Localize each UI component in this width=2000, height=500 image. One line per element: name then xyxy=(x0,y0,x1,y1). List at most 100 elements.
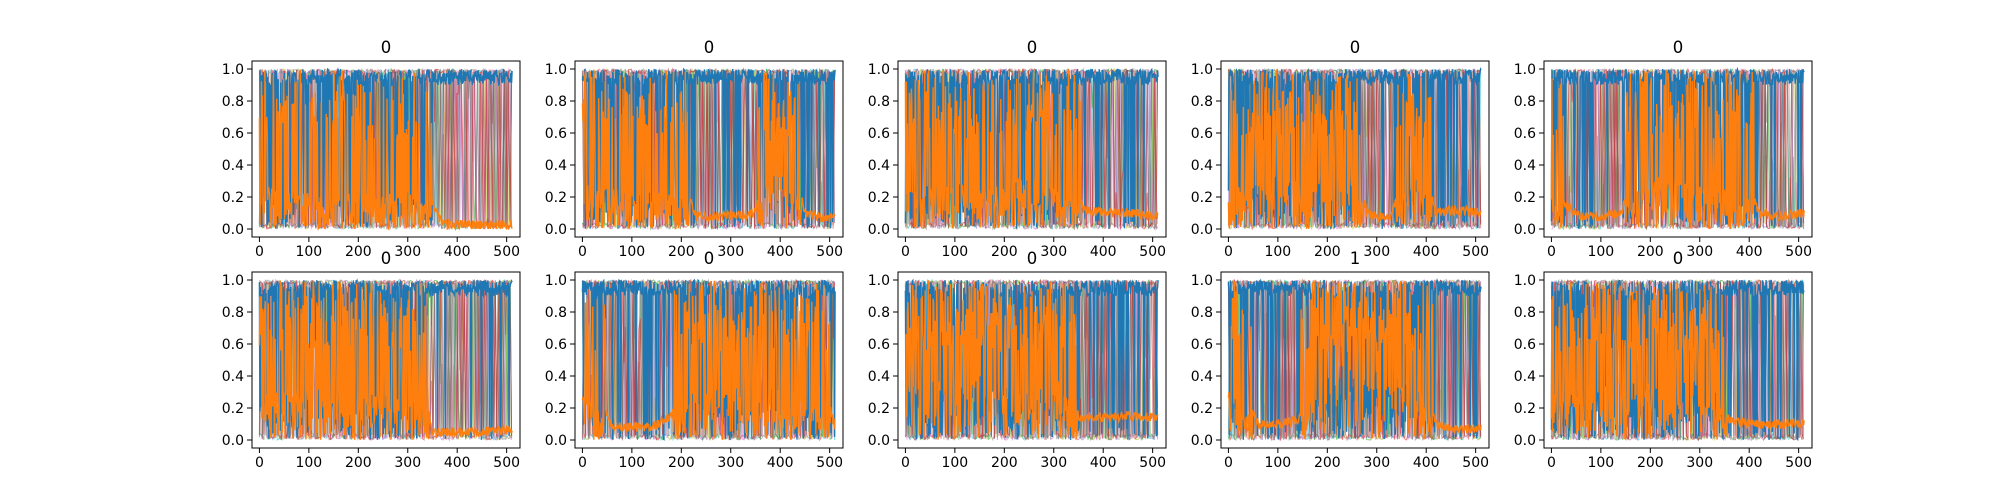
y-tick-label: 1.0 xyxy=(222,62,244,78)
secondary-series-line xyxy=(258,69,513,232)
x-tick-label: 0 xyxy=(255,244,264,260)
accent-series-line xyxy=(1550,67,1805,231)
y-tick-label: 0.8 xyxy=(1514,305,1536,321)
y-tick-label: 0.4 xyxy=(868,369,890,385)
secondary-series-line xyxy=(581,69,836,230)
x-tick-label: 400 xyxy=(1090,455,1117,471)
x-tick-label: 0 xyxy=(578,455,587,471)
y-tick-label: 0.4 xyxy=(545,369,567,385)
y-tick-label: 0.2 xyxy=(868,190,890,206)
axes-frame xyxy=(574,60,844,238)
y-tick-label: 0.4 xyxy=(868,158,890,174)
primary-series-line xyxy=(259,67,513,229)
y-tick-label: 0.8 xyxy=(868,305,890,321)
subplot-panel: 0 100 200 300 400 500 0.0 0.2 0.4 0.6 0.8 1.0 0 xyxy=(1514,249,1813,471)
y-tick-label: 1.0 xyxy=(868,273,890,289)
y-tick-label: 0.4 xyxy=(1514,369,1536,385)
accent-series-line xyxy=(904,279,1158,442)
x-tick-label: 300 xyxy=(717,455,744,471)
x-tick-label: 300 xyxy=(717,244,744,260)
y-tick-label: 0.4 xyxy=(222,369,244,385)
x-tick-label: 300 xyxy=(394,455,421,471)
y-tick-label: 0.2 xyxy=(222,190,244,206)
x-tick-label: 100 xyxy=(618,244,645,260)
y-tick-label: 0.8 xyxy=(545,305,567,321)
x-tick-label: 300 xyxy=(1686,244,1713,260)
primary-series-line xyxy=(1227,67,1482,229)
y-tick-label: 0.2 xyxy=(868,401,890,417)
x-tick-label: 400 xyxy=(1090,244,1117,260)
x-tick-label: 400 xyxy=(1736,244,1763,260)
subplot-panel: 0 100 200 300 400 500 0.0 0.2 0.4 0.6 0.8 1.0 0 xyxy=(1514,38,1813,260)
axes-frame xyxy=(897,60,1167,238)
x-tick-label: 0 xyxy=(1224,244,1233,260)
x-tick-label: 0 xyxy=(578,244,587,260)
y-tick-label: 0.0 xyxy=(545,433,567,449)
x-tick-label: 500 xyxy=(493,455,520,471)
x-tick-label: 100 xyxy=(1587,455,1614,471)
subplot-title: 0 xyxy=(704,249,715,268)
x-tick-label: 0 xyxy=(901,244,910,260)
x-tick-label: 200 xyxy=(1637,455,1664,471)
y-tick-label: 0.2 xyxy=(222,401,244,417)
secondary-series-line xyxy=(904,69,1159,229)
x-tick-label: 100 xyxy=(295,244,322,260)
x-tick-label: 300 xyxy=(1363,244,1390,260)
y-tick-label: 0.0 xyxy=(222,433,244,449)
x-tick-label: 400 xyxy=(1736,455,1763,471)
x-tick-label: 200 xyxy=(668,455,695,471)
subplot-title: 0 xyxy=(704,38,715,57)
y-tick-label: 0.2 xyxy=(545,401,567,417)
y-tick-label: 1.0 xyxy=(545,273,567,289)
subplot-panel: 0 100 200 300 400 500 0.0 0.2 0.4 0.6 0.8 1.0 0 xyxy=(222,249,521,471)
y-tick-label: 1.0 xyxy=(545,62,567,78)
x-tick-label: 500 xyxy=(1462,455,1489,471)
x-tick-label: 100 xyxy=(1587,244,1614,260)
x-tick-label: 500 xyxy=(1139,455,1166,471)
axes-frame xyxy=(1220,60,1490,238)
plot-area xyxy=(1227,277,1482,442)
y-tick-label: 0.2 xyxy=(1514,190,1536,206)
secondary-series-line xyxy=(1227,280,1482,440)
x-tick-label: 400 xyxy=(444,244,471,260)
plot-area xyxy=(1227,67,1482,231)
y-tick-label: 0.6 xyxy=(545,126,567,142)
y-tick-label: 0.2 xyxy=(545,190,567,206)
plot-area xyxy=(581,278,836,442)
x-tick-label: 0 xyxy=(1547,455,1556,471)
x-tick-label: 100 xyxy=(1264,244,1291,260)
plot-area xyxy=(581,67,836,231)
subplot-title: 0 xyxy=(381,38,392,57)
axes-frame xyxy=(251,60,521,238)
y-tick-label: 0.4 xyxy=(1191,158,1213,174)
x-tick-label: 0 xyxy=(901,455,910,471)
y-tick-label: 0.8 xyxy=(1191,94,1213,110)
x-tick-label: 0 xyxy=(1547,244,1556,260)
y-tick-label: 1.0 xyxy=(868,62,890,78)
y-tick-label: 1.0 xyxy=(1514,62,1536,78)
y-tick-label: 0.6 xyxy=(222,126,244,142)
y-tick-label: 0.6 xyxy=(868,126,890,142)
secondary-series-line xyxy=(258,280,513,440)
y-tick-label: 0.6 xyxy=(1514,337,1536,353)
y-tick-label: 0.6 xyxy=(1191,337,1213,353)
x-tick-label: 500 xyxy=(1139,244,1166,260)
x-tick-label: 0 xyxy=(1224,455,1233,471)
subplot-title: 0 xyxy=(1027,38,1038,57)
x-tick-label: 500 xyxy=(1785,455,1812,471)
y-tick-label: 0.4 xyxy=(545,158,567,174)
axes-frame xyxy=(1220,271,1490,449)
plot-area xyxy=(904,67,1159,231)
y-tick-label: 0.2 xyxy=(1514,401,1536,417)
y-tick-label: 0.6 xyxy=(545,337,567,353)
y-tick-label: 0.8 xyxy=(1514,94,1536,110)
subplot-title: 0 xyxy=(1673,249,1684,268)
y-tick-label: 0.4 xyxy=(1514,158,1536,174)
x-tick-label: 400 xyxy=(767,244,794,260)
y-tick-label: 0.4 xyxy=(1191,369,1213,385)
x-tick-label: 200 xyxy=(1314,455,1341,471)
y-tick-label: 0.2 xyxy=(1191,190,1213,206)
x-tick-label: 200 xyxy=(345,244,372,260)
x-tick-label: 200 xyxy=(1637,244,1664,260)
subplot-panel: 0 100 200 300 400 500 0.0 0.2 0.4 0.6 0.8 1.0 0 xyxy=(1191,38,1490,260)
